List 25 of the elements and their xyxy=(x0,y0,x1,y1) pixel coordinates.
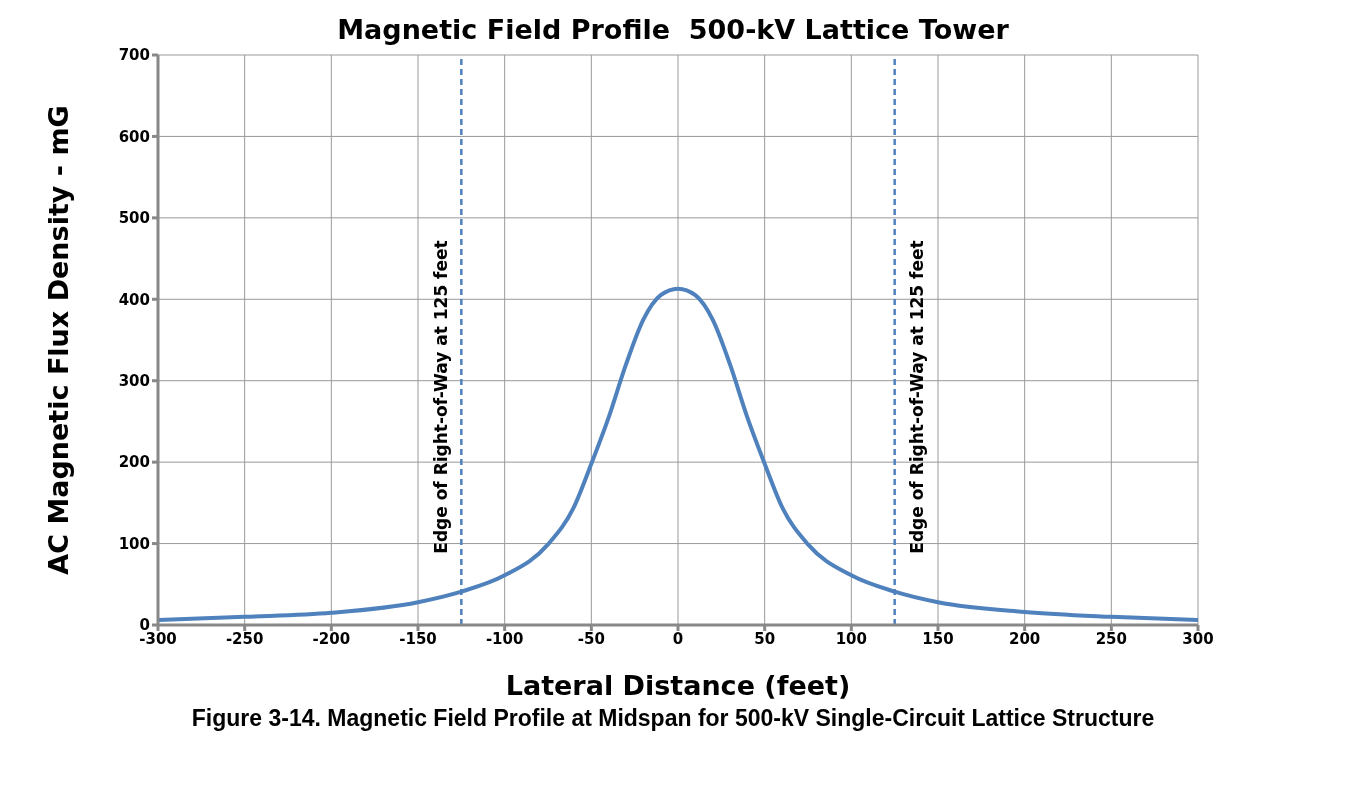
y-tick-label: 400 xyxy=(118,290,150,309)
y-tick-label: 300 xyxy=(118,372,150,391)
ref-line-label: Edge of Right-of-Way at 125 feet xyxy=(906,240,927,554)
y-tick-label: 500 xyxy=(118,209,150,228)
y-tick-label: 700 xyxy=(118,46,150,65)
chart-title: Magnetic Field Profile 500-kV Lattice Tower xyxy=(336,14,1010,45)
y-tick-label: 200 xyxy=(118,453,150,472)
x-tick-label: 250 xyxy=(1095,629,1127,648)
x-tick-label: 300 xyxy=(1182,629,1214,648)
y-tick-label: 100 xyxy=(118,534,150,553)
y-axis-title: AC Magnetic Flux Density - mG xyxy=(42,105,74,575)
ref-line-label: Edge of Right-of-Way at 125 feet xyxy=(431,240,452,554)
x-tick-label: 50 xyxy=(754,629,776,648)
x-tick-label: -250 xyxy=(225,629,264,648)
x-tick-label: -50 xyxy=(577,629,605,648)
x-tick-label: -100 xyxy=(485,629,524,648)
x-tick-label: -150 xyxy=(399,629,437,648)
x-tick-label: 0 xyxy=(672,629,684,648)
caption: Figure 3-14. Magnetic Field Profile at Midspan for 500-kV Single-Circuit Lattice Structure xyxy=(190,705,1156,732)
x-tick-label: 150 xyxy=(922,629,954,648)
x-axis-title: Lateral Distance (feet) xyxy=(505,670,851,701)
y-tick-label: 600 xyxy=(118,127,150,146)
x-tick-label: 200 xyxy=(1009,629,1041,648)
x-tick-label: -200 xyxy=(312,629,351,648)
x-tick-label: 100 xyxy=(835,629,867,648)
